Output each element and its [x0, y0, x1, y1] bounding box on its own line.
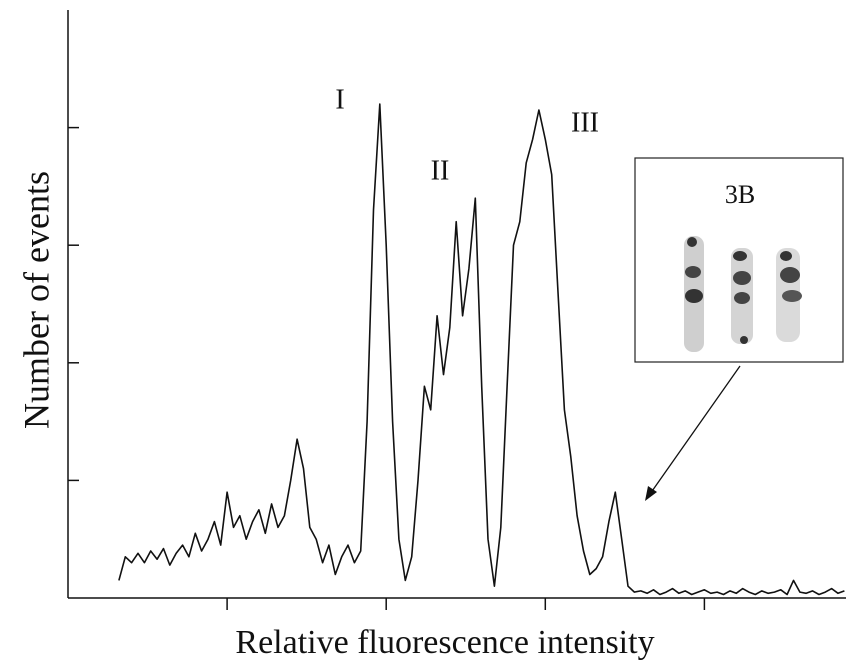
- band: [733, 271, 751, 285]
- x-axis-label: Relative fluorescence intensity: [235, 624, 654, 661]
- band: [685, 289, 703, 303]
- peak-label: II: [431, 155, 450, 186]
- peak-label: III: [571, 107, 599, 138]
- inset-label: 3B: [725, 180, 755, 209]
- histogram-line: [118, 103, 845, 596]
- band: [734, 292, 750, 304]
- band: [733, 251, 747, 261]
- band: [687, 237, 697, 247]
- y-axis-label: Number of events: [16, 171, 56, 429]
- band: [685, 266, 701, 278]
- band: [740, 336, 748, 344]
- band: [780, 251, 792, 261]
- band: [780, 267, 800, 283]
- arrow-shaft: [649, 365, 741, 495]
- arrow-head: [645, 486, 657, 501]
- band: [782, 290, 802, 302]
- inset: 3B: [634, 157, 844, 363]
- peak-label: I: [335, 84, 344, 115]
